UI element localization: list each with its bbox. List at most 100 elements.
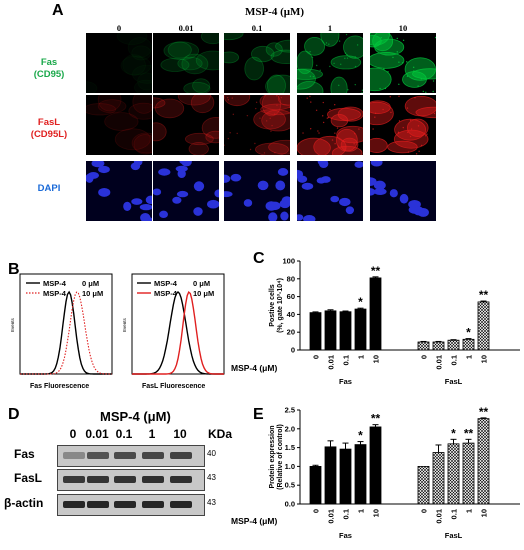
legend-fasl-0-conc: 0 μM [193,279,210,288]
fas-micrograph-4 [370,33,436,93]
fasl-micrograph-2 [224,95,290,155]
histogram-fasl: MSP-4 0 μM MSP-4 10 μM Events FasL Fluor… [122,273,225,390]
bar-fas-4 [369,426,382,505]
x-tick-label: 0 [312,509,321,513]
legend-fas-10-conc: 10 μM [82,289,103,298]
x-tick-label: 1 [465,355,474,359]
blot-band [170,501,192,508]
fas-micrograph-1 [153,33,219,93]
x-tick-label: 0 [420,509,429,513]
panel-a-conc-1: 0.01 [178,23,194,33]
series-label: Fas [339,531,352,540]
fas-micrograph-3 [297,33,363,93]
bar-fas-2 [339,448,352,505]
bar-fasl-2 [447,443,460,505]
row-label-line1: FasL [37,117,61,128]
y-tick-label: 0 [291,346,295,355]
panel-a-letter: A [52,2,64,19]
x-tick-label: 0 [312,355,321,359]
series-label: Fas [339,377,352,386]
panel-a-conc-2: 0.1 [251,23,263,33]
y-tick-label: 80 [287,274,295,283]
bar-fasl-3 [462,442,475,505]
x-tick-label: 0.1 [450,355,459,365]
bar-fas-1 [324,310,337,351]
significance-mark: * [358,295,363,309]
x-tick-label: 0 [420,355,429,359]
blot-band [142,501,164,508]
row-label-line1: Fas [40,57,58,68]
blot-band [170,476,192,483]
panel-d-conc-2: 0.1 [115,427,133,441]
histogram-fas-xlabel: Fas Fluorescence [30,383,89,390]
significance-mark: ** [464,426,474,440]
panel-a-treatment-label: MSP-4 (μM) [245,6,305,18]
panel-c-letter: C [253,250,265,267]
blot-band [114,501,136,508]
x-tick-label: 1 [357,355,366,359]
panel-d-conc-1: 0.01 [85,427,109,441]
panel-a-row-label-1: FasL (CD95L) [24,117,74,141]
y-tick-label: 1.0 [285,462,295,471]
y-tick-label: 0.0 [285,500,295,509]
legend-fasl-10-conc: 10 μM [193,289,214,298]
dapi-micrograph-0 [86,161,152,221]
histogram-fas: MSP-4 0 μM MSP-4 10 μM Events Fas Fluore… [10,273,113,390]
histogram-fasl-treated-curve [132,290,224,375]
y-axis-label: Protein expression(Relative of control) [269,424,284,490]
x-tick-label: 10 [480,355,489,363]
panel-a-row-label-0: Fas (CD95) [24,57,74,81]
blot-band [142,476,164,483]
x-tick-label: 0.1 [450,509,459,519]
significance-mark: * [466,326,471,340]
flow-histograms: MSP-4 0 μM MSP-4 10 μM Events Fas Fluore… [10,273,225,390]
dapi-micrograph-2 [224,161,290,221]
panel-a-conc-0: 0 [116,23,122,33]
x-tick-label: 0.01 [327,355,336,370]
x-tick-label: 10 [372,355,381,363]
x-tick-label: 0.01 [435,355,444,370]
fasl-micrograph-4 [370,95,436,155]
panel-d-letter: D [8,406,20,423]
panel-a-row-label-2: DAPI [24,183,74,195]
blot-strip-2 [57,494,205,516]
blot-kda-2: 43 [207,498,216,507]
y-axis-label: Postive cells(%, gate 10³-10⁴) [269,278,284,333]
legend-fasl-10-name: MSP-4 [154,289,178,298]
bar-fasl-0 [417,466,430,505]
significance-mark: * [451,426,456,440]
legend-fasl-0-name: MSP-4 [154,279,178,288]
y-tick-label: 0.5 [285,481,295,490]
bar-fasl-4 [477,418,490,505]
blot-strip-0 [57,445,205,467]
bar-fasl-3 [462,338,475,351]
significance-mark: ** [371,264,381,278]
bar-fasl-4 [477,301,490,351]
x-tick-label: 10 [480,509,489,517]
bar-fas-0 [309,312,322,351]
blot-band [63,452,85,459]
scale-bar [420,243,440,245]
histogram-fas-ylabel: Events [10,317,15,332]
bar-fas-3 [354,444,367,505]
blot-label-2: β-actin [4,496,44,510]
panel-a-conc-3: 1 [327,23,333,33]
blot-label-0: Fas [14,447,35,461]
y-tick-label: 60 [287,292,295,301]
bar-fasl-1 [432,452,445,505]
dapi-micrograph-3 [297,161,363,221]
bar-fas-0 [309,466,322,505]
row-label-line2: (CD95L) [30,129,68,140]
legend-fas-10-name: MSP-4 [43,289,67,298]
histogram-fasl-xlabel: FasL Fluorescence [142,383,205,390]
blot-band [114,476,136,483]
scale-bar-label: 5 μm [419,246,433,252]
series-label: FasL [445,531,463,540]
x-tick-label: 0.1 [342,509,351,519]
bar-fas-4 [369,277,382,351]
blot-band [87,476,109,483]
panel-e-letter: E [253,406,264,423]
blot-band [114,452,136,459]
histogram-fas-treated-curve [20,291,112,375]
